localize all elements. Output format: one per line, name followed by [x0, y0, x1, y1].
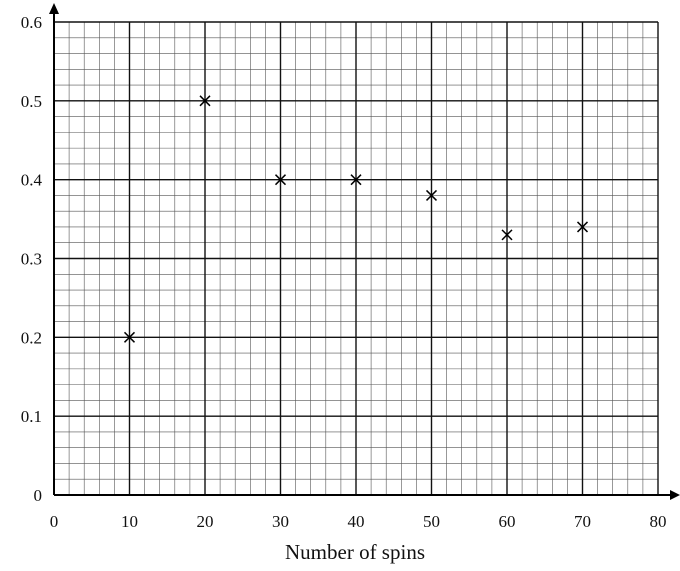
x-axis-title: Number of spins — [285, 540, 425, 564]
x-tick-label: 60 — [499, 512, 516, 531]
y-tick-label: 0.3 — [21, 250, 42, 269]
y-tick-label: 0 — [34, 486, 43, 505]
cross-marker-stroke — [123, 331, 136, 343]
x-tick-labels: 0 10 20 30 40 50 60 70 80 — [50, 512, 667, 531]
y-tick-label: 0.5 — [21, 92, 42, 111]
y-tick-label: 0.6 — [21, 13, 42, 32]
data-point — [501, 229, 513, 241]
x-tick-label: 10 — [121, 512, 138, 531]
y-tick-label: 0.4 — [21, 171, 43, 190]
data-point — [199, 95, 211, 107]
y-tick-label: 0.2 — [21, 328, 42, 347]
data-points — [123, 95, 589, 343]
data-point — [123, 331, 136, 343]
x-tick-label: 0 — [50, 512, 59, 531]
x-tick-label: 80 — [650, 512, 667, 531]
x-tick-label: 50 — [423, 512, 440, 531]
axes — [49, 3, 680, 500]
data-point — [576, 221, 589, 233]
cross-marker-stroke — [576, 221, 589, 233]
data-point — [350, 174, 362, 186]
y-axis-arrow-icon — [49, 3, 59, 14]
cross-marker-stroke — [350, 174, 362, 186]
y-tick-label: 0.1 — [21, 407, 42, 426]
x-tick-label: 30 — [272, 512, 289, 531]
x-tick-label: 20 — [197, 512, 214, 531]
x-tick-label: 70 — [574, 512, 591, 531]
data-point — [425, 189, 438, 201]
cross-marker-stroke — [274, 174, 287, 186]
x-axis-arrow-icon — [670, 490, 680, 500]
cross-marker-stroke — [425, 189, 438, 201]
y-tick-labels: 0 0.1 0.2 0.3 0.4 0.5 0.6 — [21, 13, 43, 505]
cross-marker-stroke — [501, 229, 513, 241]
cross-marker-stroke — [199, 95, 211, 107]
data-point — [274, 174, 287, 186]
x-tick-label: 40 — [348, 512, 365, 531]
